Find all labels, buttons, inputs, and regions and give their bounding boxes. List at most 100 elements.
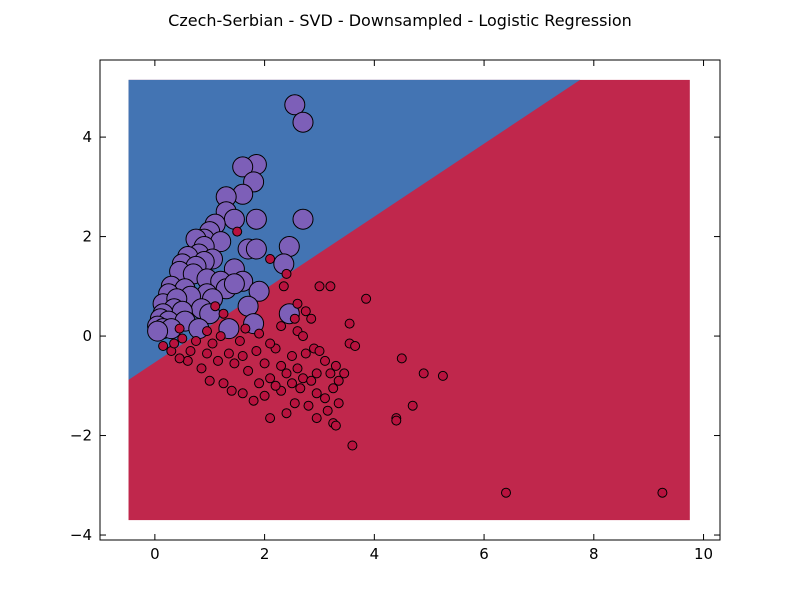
data-point-small bbox=[185, 346, 196, 356]
data-point-small bbox=[218, 378, 229, 389]
x-tick-label: 10 bbox=[694, 545, 713, 563]
data-point-small bbox=[501, 487, 511, 498]
data-point-small bbox=[330, 360, 341, 371]
data-point-small bbox=[226, 385, 237, 396]
data-point-small bbox=[300, 306, 311, 317]
data-point-small bbox=[232, 226, 243, 237]
data-point-small bbox=[254, 328, 265, 339]
data-point-small bbox=[251, 346, 262, 356]
data-point-large bbox=[232, 156, 254, 178]
data-point-small bbox=[311, 388, 322, 399]
data-point-small bbox=[311, 413, 322, 424]
data-point-small bbox=[298, 373, 308, 384]
data-point-small bbox=[300, 348, 311, 359]
y-tick-label: 2 bbox=[82, 228, 92, 246]
data-point-small bbox=[344, 318, 355, 329]
y-tick-label: 4 bbox=[82, 128, 92, 146]
data-point-small bbox=[177, 333, 188, 344]
data-point-small bbox=[248, 395, 259, 406]
data-point-small bbox=[314, 281, 325, 292]
data-point-small bbox=[350, 341, 361, 351]
data-point-small bbox=[202, 326, 212, 337]
data-point-small bbox=[174, 323, 185, 334]
data-point-small bbox=[243, 365, 254, 376]
data-point-small bbox=[281, 368, 292, 379]
data-point-small bbox=[320, 393, 330, 404]
data-point-small bbox=[237, 351, 248, 361]
data-point-large bbox=[237, 295, 259, 317]
data-point-small bbox=[202, 348, 212, 359]
data-point-small bbox=[333, 375, 344, 386]
y-tick-label: 0 bbox=[82, 327, 92, 345]
chart-title: Czech-Serbian - SVD - Downsampled - Logi… bbox=[168, 11, 632, 30]
data-point-small bbox=[295, 383, 306, 394]
data-point-small bbox=[254, 378, 265, 389]
x-tick-label: 4 bbox=[370, 545, 380, 563]
x-tick-label: 2 bbox=[260, 545, 270, 563]
data-point-small bbox=[276, 360, 287, 371]
x-tick-label: 6 bbox=[479, 545, 489, 563]
data-point-small bbox=[210, 301, 221, 312]
data-point-small bbox=[240, 323, 251, 334]
data-point-small bbox=[191, 336, 201, 346]
data-point-small bbox=[437, 370, 448, 381]
data-point-small bbox=[407, 400, 418, 411]
y-tick-label: −2 bbox=[70, 427, 92, 445]
data-point-small bbox=[259, 358, 270, 369]
data-point-small bbox=[259, 390, 270, 401]
data-point-small bbox=[213, 355, 223, 366]
data-point-large bbox=[147, 320, 169, 342]
data-point-small bbox=[215, 331, 226, 342]
data-point-large bbox=[223, 273, 245, 295]
data-point-small bbox=[281, 408, 292, 419]
data-point-large bbox=[245, 208, 267, 230]
data-point-small bbox=[265, 338, 276, 349]
data-point-small bbox=[182, 355, 193, 366]
x-tick-label: 0 bbox=[150, 545, 160, 563]
data-point-small bbox=[311, 368, 322, 379]
data-point-small bbox=[223, 348, 234, 359]
data-point-small bbox=[174, 353, 185, 364]
y-tick-label: −4 bbox=[70, 526, 92, 544]
data-point-small bbox=[158, 341, 169, 351]
data-point-small bbox=[287, 378, 297, 389]
data-point-small bbox=[325, 281, 336, 292]
data-point-small bbox=[361, 293, 372, 304]
data-point-small bbox=[418, 368, 429, 379]
data-point-large bbox=[292, 111, 314, 133]
data-point-small bbox=[391, 415, 402, 426]
data-point-small bbox=[339, 368, 350, 379]
data-point-small bbox=[265, 413, 276, 424]
plot-frame bbox=[99, 59, 721, 541]
data-point-small bbox=[325, 368, 336, 379]
data-point-large bbox=[284, 94, 306, 116]
data-point-small bbox=[278, 281, 289, 292]
data-point-small bbox=[333, 398, 344, 409]
data-point-small bbox=[347, 440, 358, 451]
data-point-small bbox=[169, 338, 180, 349]
data-point-small bbox=[218, 308, 229, 319]
data-point-small bbox=[303, 400, 314, 411]
data-point-small bbox=[229, 358, 240, 369]
data-point-small bbox=[320, 355, 330, 366]
data-point-small bbox=[276, 321, 287, 332]
data-point-small bbox=[281, 268, 292, 279]
data-point-small bbox=[289, 398, 300, 409]
data-point-small bbox=[306, 313, 317, 324]
data-point-small bbox=[265, 373, 276, 384]
data-point-large bbox=[223, 208, 245, 230]
data-point-small bbox=[298, 331, 308, 342]
data-point-small bbox=[207, 338, 218, 349]
data-point-small bbox=[657, 487, 668, 498]
data-point-small bbox=[328, 383, 339, 394]
data-point-small bbox=[292, 363, 303, 374]
data-point-small bbox=[287, 351, 297, 361]
data-point-large bbox=[245, 238, 267, 260]
data-point-large bbox=[248, 280, 270, 302]
data-point-small bbox=[292, 298, 303, 309]
data-point-large bbox=[292, 208, 314, 230]
data-point-small bbox=[204, 375, 215, 386]
data-point-small bbox=[234, 336, 245, 346]
